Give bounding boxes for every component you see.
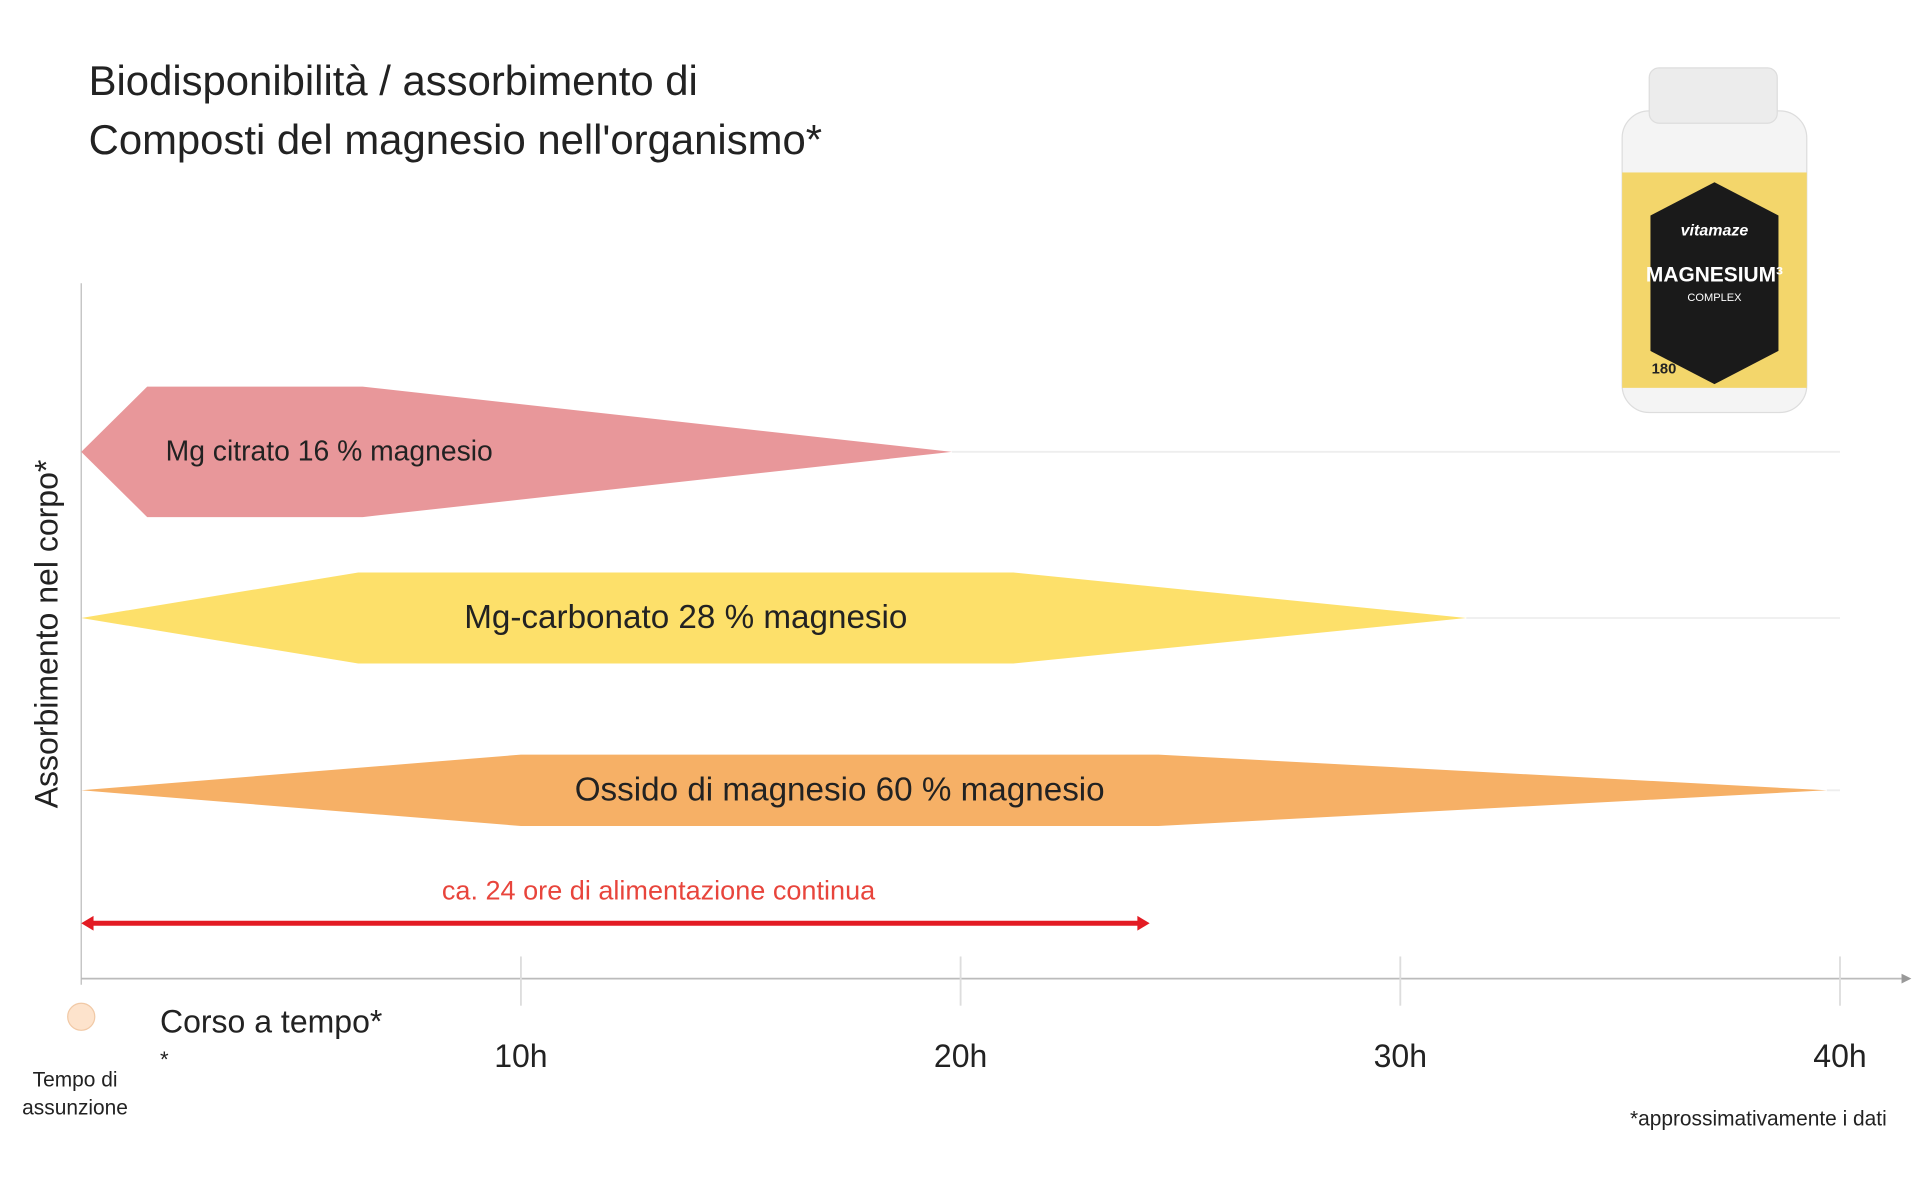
title-line: Composti del magnesio nell'organismo* [89, 116, 822, 163]
footnote: *approssimativamente i dati [1630, 1108, 1887, 1131]
x-tick-label: 40h [1813, 1038, 1866, 1074]
origin-label: assunzione [22, 1097, 128, 1120]
product-count: 180 [1652, 361, 1677, 377]
x-axis-label: Corso a tempo* [160, 1004, 382, 1040]
band-label: Mg citrato 16 % magnesio [166, 435, 493, 467]
arrow-head [81, 915, 94, 931]
band-label: Ossido di magnesio 60 % magnesio [575, 771, 1105, 808]
cap [1648, 67, 1778, 124]
band [81, 754, 1827, 826]
x-tick-label: 20h [934, 1038, 987, 1074]
band-label: Mg-carbonato 28 % magnesio [464, 599, 907, 636]
band [81, 572, 1467, 664]
origin-dot [67, 1002, 96, 1031]
title-line: Biodisponibilità / assorbimento di [89, 57, 698, 104]
product-name: MAGNESIUM³ [1646, 263, 1783, 286]
x-label-note: * [160, 1047, 169, 1072]
x-tick-label: 30h [1374, 1038, 1427, 1074]
product-sub: COMPLEX [1687, 292, 1742, 304]
product-image: vitamaze MAGNESIUM³ COMPLEX 180 [1621, 67, 1808, 414]
axis-arrow [1901, 973, 1912, 984]
band [81, 386, 952, 518]
span-label: ca. 24 ore di alimentazione continua [442, 875, 876, 906]
y-axis-label: Assorbimento nel corpo* [29, 460, 65, 809]
label-hexagon [1650, 182, 1779, 385]
arrow-head [1137, 915, 1150, 931]
origin-label: Tempo di [33, 1068, 118, 1091]
x-tick-label: 10h [494, 1038, 547, 1074]
brand: vitamaze [1681, 223, 1749, 240]
